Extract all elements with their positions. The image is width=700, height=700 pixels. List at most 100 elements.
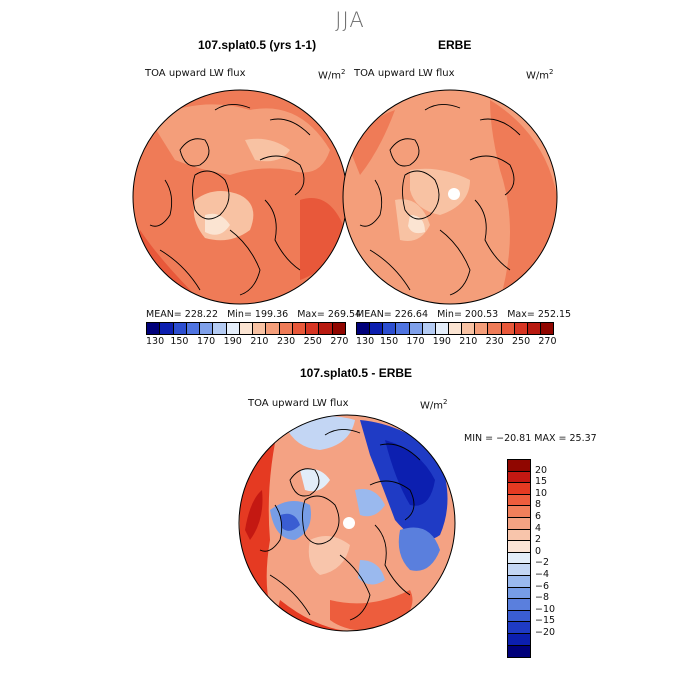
colorbar-tick-label: 170 [197, 336, 216, 347]
colorbar-swatch [508, 506, 530, 518]
colorbar-swatch [508, 517, 530, 530]
colorbar-swatch [422, 323, 436, 334]
colorbar-tick-label: −8 [535, 592, 550, 604]
colorbar-swatch [396, 323, 410, 334]
colorbar-swatch [508, 633, 530, 646]
panel-1-title: 107.splat0.5 (yrs 1-1) [198, 38, 317, 52]
colorbar-swatch [508, 552, 530, 565]
colorbar-tick-label: −4 [535, 569, 550, 580]
colorbar-swatch [508, 622, 530, 634]
diff-colorbar [507, 459, 531, 659]
colorbar-tick-label: 8 [535, 499, 542, 511]
panel-1-stats: MEAN= 228.22 Min= 199.36 Max= 269.54 [146, 309, 362, 320]
panel-3-map [239, 415, 455, 631]
colorbar-tick-label: 270 [330, 336, 349, 347]
colorbar-swatch [186, 323, 201, 334]
colorbar-swatch [253, 323, 267, 334]
colorbar-tick-label: 150 [170, 336, 189, 347]
panel-2-map [343, 90, 557, 304]
colorbar-tick-label: 4 [535, 522, 542, 534]
panel-2-colorbar-ticks: 130 150 170 190 210 230 250 270 [356, 336, 566, 348]
panel-2-units: W/m2 [526, 68, 554, 82]
colorbar-swatch [488, 323, 502, 334]
colorbar-swatch [160, 323, 174, 334]
colorbar-swatch [527, 323, 541, 334]
colorbar-tick-label: 170 [406, 336, 425, 347]
colorbar-swatch [508, 575, 530, 588]
colorbar-tick-label: 10 [535, 487, 548, 499]
colorbar-swatch [508, 610, 530, 623]
season-title: JJA [335, 8, 365, 32]
colorbar-tick-label: −10 [535, 603, 556, 615]
colorbar-swatch [173, 323, 187, 334]
colorbar-tick-label: 210 [459, 336, 478, 347]
colorbar-swatch [514, 323, 528, 334]
colorbar-tick-label: 2 [535, 534, 542, 546]
colorbar-swatch [292, 323, 307, 334]
diff-colorbar-ticks: 20 15 10 8 6 4 2 0 −2 −4 −6 −8 −10 −15 −20 [535, 459, 575, 659]
panel-2-field-label: TOA upward LW flux [354, 68, 455, 79]
colorbar-swatch [306, 323, 320, 334]
colorbar-tick-label: 230 [485, 336, 504, 347]
colorbar-tick-label: −15 [535, 615, 556, 627]
panel-3-title: 107.splat0.5 - ERBE [300, 366, 413, 380]
colorbar-tick-label: 250 [303, 336, 322, 347]
colorbar-swatch [383, 323, 397, 334]
colorbar-tick-label: 230 [277, 336, 296, 347]
colorbar-swatch [332, 323, 345, 334]
colorbar-swatch [508, 529, 530, 542]
colorbar-swatch [508, 645, 530, 658]
colorbar-tick-label: −20 [535, 627, 556, 638]
colorbar-tick-label: 15 [535, 476, 548, 488]
colorbar-swatch [226, 323, 240, 334]
colorbar-swatch [462, 323, 476, 334]
colorbar-swatch [200, 323, 214, 334]
colorbar-swatch [279, 323, 293, 334]
colorbar-swatch [508, 541, 530, 553]
colorbar-swatch [501, 323, 515, 334]
colorbar-tick-label: 0 [535, 545, 542, 557]
panel-2-title: ERBE [438, 38, 472, 52]
colorbar-tick-label: 130 [356, 336, 375, 347]
colorbar-swatch [409, 323, 423, 334]
colorbar-swatch [508, 587, 530, 600]
panel-2-stats: MEAN= 226.64 Min= 200.53 Max= 252.15 [356, 309, 572, 320]
colorbar-swatch [508, 564, 530, 576]
panel-3-units: W/m2 [420, 398, 448, 412]
colorbar-swatch [239, 323, 254, 334]
colorbar-swatch [508, 471, 530, 484]
colorbar-swatch [448, 323, 463, 334]
colorbar-swatch [475, 323, 489, 334]
panel-1-map [133, 90, 347, 304]
panel-1-colorbar-ticks: 130 150 170 190 210 230 250 270 [146, 336, 356, 348]
panel-3-field-label: TOA upward LW flux [248, 398, 349, 409]
colorbar-tick-label: 150 [380, 336, 399, 347]
colorbar-tick-label: 20 [535, 464, 548, 476]
panel-2-colorbar [356, 322, 554, 335]
colorbar-swatch [147, 323, 161, 334]
panel-3-minmax: MIN = −20.81 MAX = 25.37 [464, 433, 597, 444]
colorbar-tick-label: 210 [250, 336, 269, 347]
colorbar-swatch [266, 323, 280, 334]
panel-1-colorbar [146, 322, 346, 335]
colorbar-tick-label: 250 [512, 336, 531, 347]
colorbar-tick-label: 130 [146, 336, 165, 347]
colorbar-swatch [508, 460, 530, 472]
colorbar-swatch [508, 599, 530, 611]
colorbar-swatch [540, 323, 554, 334]
colorbar-tick-label: 190 [223, 336, 242, 347]
colorbar-swatch [508, 494, 530, 507]
colorbar-tick-label: 190 [432, 336, 451, 347]
colorbar-tick-label: 270 [538, 336, 557, 347]
panel-1-field-label: TOA upward LW flux [145, 68, 246, 79]
colorbar-tick-label: −2 [535, 557, 550, 569]
panel-1-units: W/m2 [318, 68, 346, 82]
colorbar-swatch [357, 323, 371, 334]
colorbar-swatch [508, 483, 530, 495]
colorbar-swatch [213, 323, 227, 334]
colorbar-swatch [435, 323, 449, 334]
colorbar-swatch [370, 323, 384, 334]
colorbar-tick-label: 6 [535, 511, 542, 522]
colorbar-tick-label: −6 [535, 580, 550, 592]
